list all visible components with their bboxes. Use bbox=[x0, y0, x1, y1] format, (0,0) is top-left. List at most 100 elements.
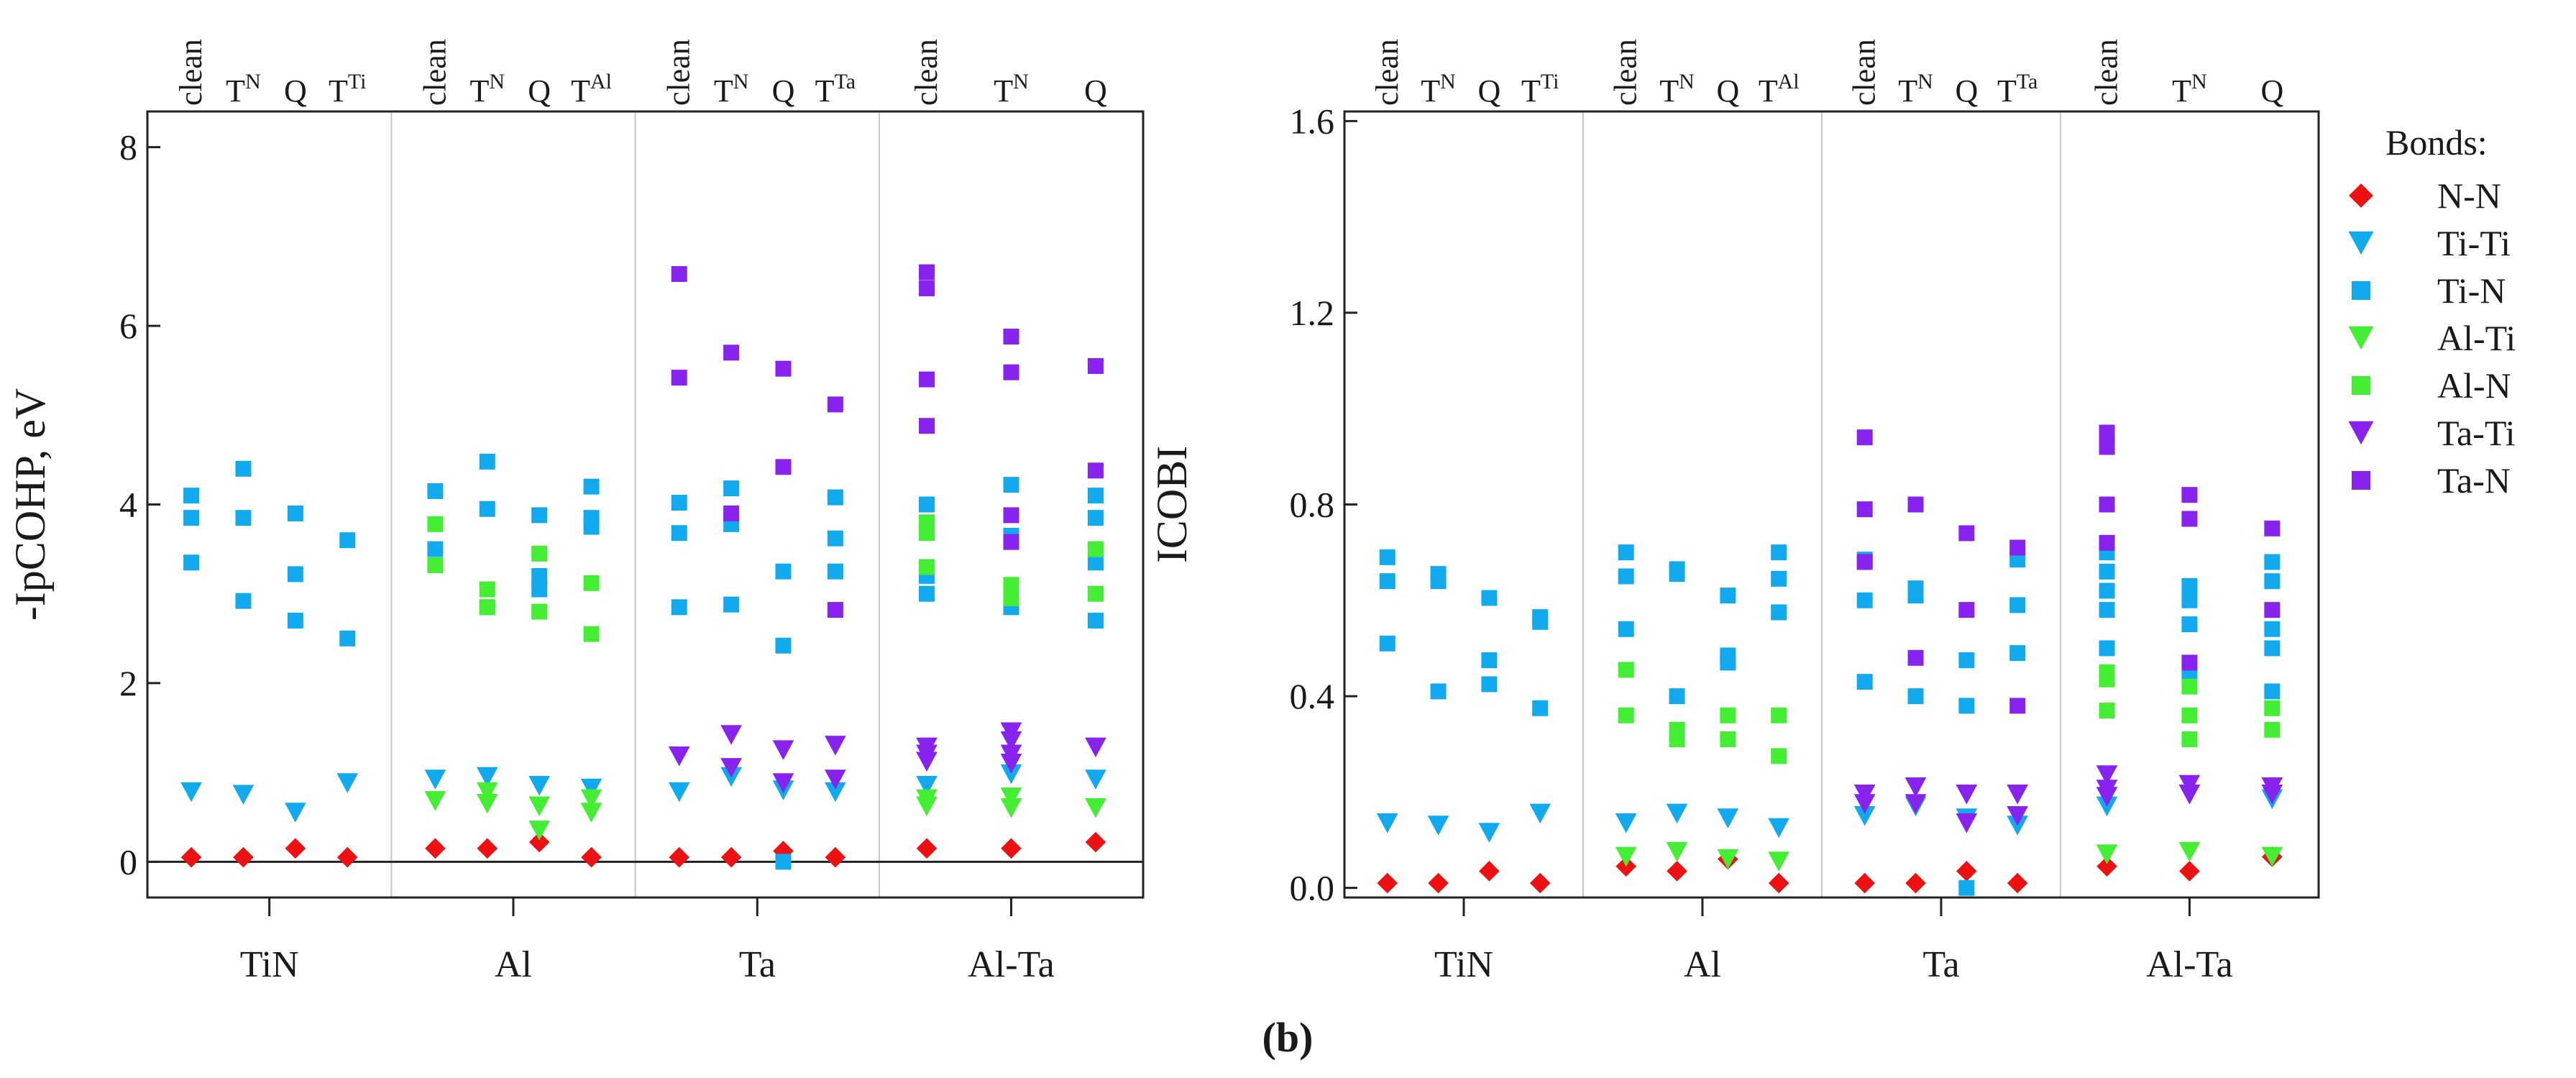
point-ti-ti bbox=[1000, 764, 1022, 785]
point-ta-n bbox=[1958, 602, 1975, 618]
point-ti-n bbox=[1379, 635, 1395, 652]
point-ti-n bbox=[775, 637, 792, 654]
group-label: Ta bbox=[739, 944, 776, 985]
y-tick-label: 0 bbox=[119, 841, 137, 882]
point-n-n bbox=[1905, 872, 1926, 894]
point-al-n bbox=[1669, 721, 1685, 738]
point-ti-n bbox=[1958, 652, 1975, 669]
point-ta-n bbox=[1087, 357, 1104, 374]
y-tick-label: 6 bbox=[119, 306, 137, 346]
point-ta-ti bbox=[772, 773, 794, 793]
point-ta-ti bbox=[720, 758, 742, 778]
point-ti-ti bbox=[580, 778, 602, 799]
point-ti-n bbox=[827, 530, 843, 547]
plot-frame bbox=[1343, 110, 2320, 899]
point-n-n bbox=[1377, 872, 1398, 894]
point-ta-ti bbox=[2007, 805, 2029, 826]
point-al-n bbox=[479, 599, 495, 616]
group-label: TiN bbox=[1434, 944, 1493, 985]
point-ti-n bbox=[2099, 602, 2115, 618]
point-ti-n bbox=[827, 489, 843, 506]
point-n-n bbox=[669, 846, 690, 868]
point-ti-ti bbox=[825, 782, 846, 803]
point-n-n bbox=[477, 838, 498, 859]
point-ta-n bbox=[2181, 511, 2198, 527]
point-ta-n bbox=[919, 371, 935, 388]
point-ta-n bbox=[1003, 364, 1019, 380]
column-label: TTi bbox=[1521, 70, 1559, 109]
point-ta-n bbox=[919, 264, 935, 280]
point-ti-n bbox=[1087, 488, 1104, 504]
point-ti-n bbox=[723, 596, 740, 613]
point-al-ti bbox=[528, 821, 551, 841]
point-ta-n bbox=[723, 344, 740, 361]
column-label: Q bbox=[1084, 73, 1107, 109]
point-ti-n bbox=[1958, 880, 1975, 896]
column-label: Q bbox=[772, 73, 795, 109]
point-ti-n bbox=[1532, 609, 1549, 626]
point-al-ti bbox=[916, 789, 938, 810]
group-label: TiN bbox=[240, 944, 299, 985]
y-tick-label: 0.8 bbox=[1290, 485, 1335, 525]
point-ti-n bbox=[427, 483, 444, 499]
point-ti-ti bbox=[1085, 769, 1106, 790]
y-tick-label: 2 bbox=[119, 663, 137, 703]
point-ta-ti bbox=[1000, 744, 1022, 765]
point-ti-n bbox=[2009, 597, 2026, 613]
point-al-n bbox=[531, 545, 548, 562]
column-label: clean bbox=[1847, 39, 1882, 106]
point-ti-n bbox=[1907, 688, 1924, 705]
y-tick-label: 4 bbox=[119, 485, 137, 525]
legend-marker bbox=[2352, 281, 2370, 300]
legend-label: Al-Ti bbox=[2437, 318, 2516, 358]
point-n-n bbox=[1529, 872, 1551, 894]
point-ta-n bbox=[2099, 496, 2115, 513]
point-ti-n bbox=[1958, 698, 1975, 714]
y-axis-label: -IpCOHP, eV bbox=[6, 388, 54, 621]
point-ti-ti bbox=[1615, 813, 1637, 833]
point-ta-ti bbox=[825, 769, 846, 790]
point-ta-n bbox=[2181, 487, 2198, 503]
point-n-n bbox=[1956, 861, 1977, 882]
point-ta-n bbox=[775, 360, 792, 377]
point-ta-n bbox=[775, 459, 792, 475]
point-al-n bbox=[2181, 707, 2198, 723]
point-n-n bbox=[1768, 872, 1789, 894]
point-ti-n bbox=[1669, 561, 1685, 577]
point-al-n bbox=[1720, 707, 1736, 723]
column-label: clean bbox=[661, 39, 697, 106]
column-label: TN bbox=[2172, 70, 2207, 109]
point-ta-n bbox=[2099, 439, 2115, 455]
column-label: clean bbox=[417, 39, 452, 106]
legend: Bonds: N-N Ti-Ti Ti-N Al-Ti Al-N Ta-Ti Ta-N bbox=[2348, 122, 2516, 501]
column-label: clean bbox=[2089, 39, 2124, 106]
legend-marker bbox=[2349, 183, 2373, 208]
point-ti-ti bbox=[476, 767, 498, 787]
column-label: TTa bbox=[1997, 70, 2038, 109]
point-ti-n bbox=[2009, 645, 2026, 662]
y-axis-label: ICOBI bbox=[1148, 446, 1196, 563]
y-tick-label: 1.6 bbox=[1290, 101, 1335, 141]
point-al-n bbox=[1771, 748, 1787, 764]
legend-entry: Ti-N bbox=[2352, 270, 2506, 311]
point-ti-n bbox=[2099, 583, 2115, 599]
point-ti-n bbox=[1430, 683, 1447, 700]
column-label: TAl bbox=[1759, 70, 1800, 109]
point-ti-n bbox=[287, 612, 303, 629]
column-label: TN bbox=[1421, 70, 1456, 109]
point-al-ti bbox=[528, 796, 551, 817]
point-ta-ti bbox=[1905, 794, 1927, 814]
point-ti-ti bbox=[1478, 823, 1500, 843]
point-ta-n bbox=[919, 418, 935, 434]
point-ta-n bbox=[1003, 534, 1019, 550]
point-al-ti bbox=[1615, 846, 1637, 867]
point-ta-n bbox=[2181, 654, 2198, 671]
point-ta-ti bbox=[1956, 813, 1978, 833]
point-ti-ti bbox=[1666, 803, 1688, 824]
point-al-ti bbox=[2096, 844, 2118, 864]
point-ti-n bbox=[1481, 590, 1498, 606]
point-ta-n bbox=[1907, 649, 1924, 666]
point-ti-n bbox=[671, 495, 687, 511]
y-tick-label: 0.4 bbox=[1290, 676, 1335, 716]
column-label: Q bbox=[284, 73, 307, 109]
